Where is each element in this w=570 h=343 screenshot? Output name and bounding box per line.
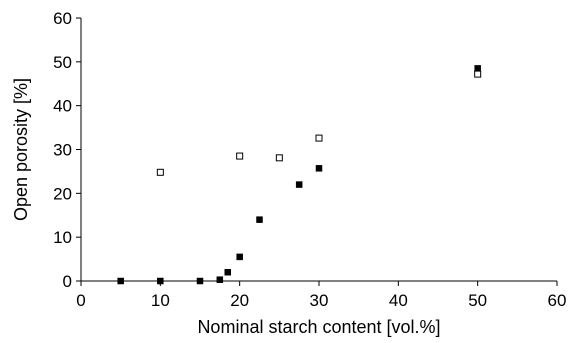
filled-square-point (196, 277, 204, 285)
x-tick-label: 10 (151, 291, 170, 310)
x-tick-label: 0 (76, 291, 85, 310)
open-square-point (156, 168, 164, 176)
filled-square-point (315, 165, 323, 172)
x-tick-label: 60 (548, 291, 567, 310)
x-tick-label: 30 (310, 291, 329, 310)
y-tick-label: 30 (53, 141, 72, 160)
filled-square-point (256, 216, 263, 223)
y-axis-title: Open porosity [%] (11, 78, 31, 221)
filled-square-point (117, 277, 124, 285)
open-square-point (236, 152, 244, 160)
x-tick-label: 40 (389, 291, 408, 310)
open-square-point (275, 154, 283, 162)
data-points (117, 65, 482, 285)
y-ticks: 0 10 20 30 40 50 60 (53, 9, 81, 291)
y-tick-label: 10 (53, 228, 72, 247)
filled-square-point (474, 65, 481, 72)
open-square-point (474, 70, 482, 78)
filled-square-point (224, 268, 232, 276)
open-square-point (315, 134, 323, 142)
y-tick-label: 50 (53, 53, 72, 72)
filled-square-point (157, 277, 164, 285)
filled-square-point (216, 276, 224, 283)
x-axis-title: Nominal starch content [vol.%] (197, 317, 440, 337)
y-tick-label: 0 (63, 272, 72, 291)
filled-square-point (295, 181, 303, 188)
filled-square-point (236, 253, 243, 261)
x-tick-label: 50 (468, 291, 487, 310)
x-tick-label: 20 (230, 291, 249, 310)
axes (80, 18, 557, 282)
y-tick-label: 40 (53, 97, 72, 116)
y-tick-label: 60 (53, 9, 72, 28)
y-tick-label: 20 (53, 184, 72, 203)
x-ticks: 0 10 20 30 40 50 60 (76, 281, 566, 310)
